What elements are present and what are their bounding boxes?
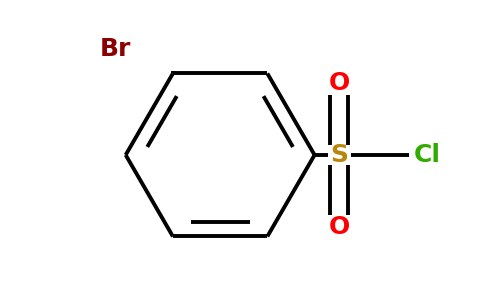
Text: Cl: Cl [414, 143, 441, 167]
Text: Br: Br [100, 37, 132, 61]
Text: S: S [331, 143, 348, 167]
Text: O: O [329, 215, 350, 239]
Text: O: O [329, 70, 350, 94]
